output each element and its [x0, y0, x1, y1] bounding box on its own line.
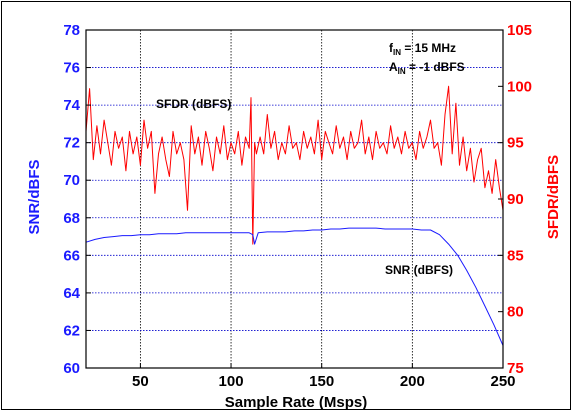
right-y-axis-label: SFDR/dBFS	[545, 155, 562, 239]
left-y-tick-label: 62	[63, 322, 80, 339]
condition-f-subscript: IN	[393, 48, 401, 57]
left-y-tick-label: 78	[63, 22, 80, 39]
snr-series	[85, 227, 504, 346]
right-y-tick-label: 95	[507, 135, 524, 152]
left-y-axis-ticks: 60 62 64 66 68 70 72 74 76 78	[63, 22, 91, 377]
grid-lines	[86, 30, 503, 368]
x-tick-label: 100	[219, 373, 244, 390]
right-y-axis-ticks: 75 80 85 90 95 100 105	[498, 22, 532, 377]
sfdr-line	[85, 85, 504, 245]
sfdr-series	[85, 85, 504, 245]
condition-f-value: = 15 MHz	[401, 41, 456, 55]
left-y-tick-label: 68	[63, 210, 80, 227]
left-y-tick-label: 72	[63, 135, 80, 152]
x-axis-label: Sample Rate (Msps)	[225, 394, 368, 411]
condition-a-symbol: A	[389, 60, 398, 74]
x-axis-ticks: 50 100 150 200 250	[132, 363, 516, 390]
right-y-tick-label: 85	[507, 247, 524, 264]
x-tick-label: 150	[309, 373, 334, 390]
right-y-tick-label: 105	[507, 22, 532, 39]
snr-annotation: SNR (dBFS)	[385, 263, 453, 277]
condition-f-symbol: f	[389, 41, 394, 55]
snr-line	[85, 227, 504, 346]
left-y-tick-label: 70	[63, 172, 80, 189]
condition-a-subscript: IN	[398, 67, 406, 76]
right-y-tick-label: 90	[507, 191, 524, 208]
left-y-tick-label: 66	[63, 247, 80, 264]
left-y-tick-label: 64	[63, 285, 80, 302]
right-y-tick-label: 100	[507, 78, 532, 95]
plot-area-border	[85, 29, 504, 369]
right-y-tick-label: 80	[507, 304, 524, 321]
condition-frequency: fIN = 15 MHz	[389, 41, 456, 57]
left-y-tick-label: 74	[63, 97, 80, 114]
x-tick-label: 250	[490, 373, 515, 390]
condition-amplitude: AIN = -1 dBFS	[389, 60, 465, 76]
left-y-tick-label: 60	[63, 360, 80, 377]
left-y-axis-label: SNR/dBFS	[26, 160, 43, 235]
x-tick-label: 200	[400, 373, 425, 390]
x-tick-label: 50	[132, 373, 149, 390]
condition-a-value: = -1 dBFS	[406, 60, 465, 74]
sfdr-annotation: SFDR (dBFS)	[156, 97, 231, 111]
left-y-tick-label: 76	[63, 60, 80, 77]
right-y-tick-label: 75	[507, 360, 524, 377]
